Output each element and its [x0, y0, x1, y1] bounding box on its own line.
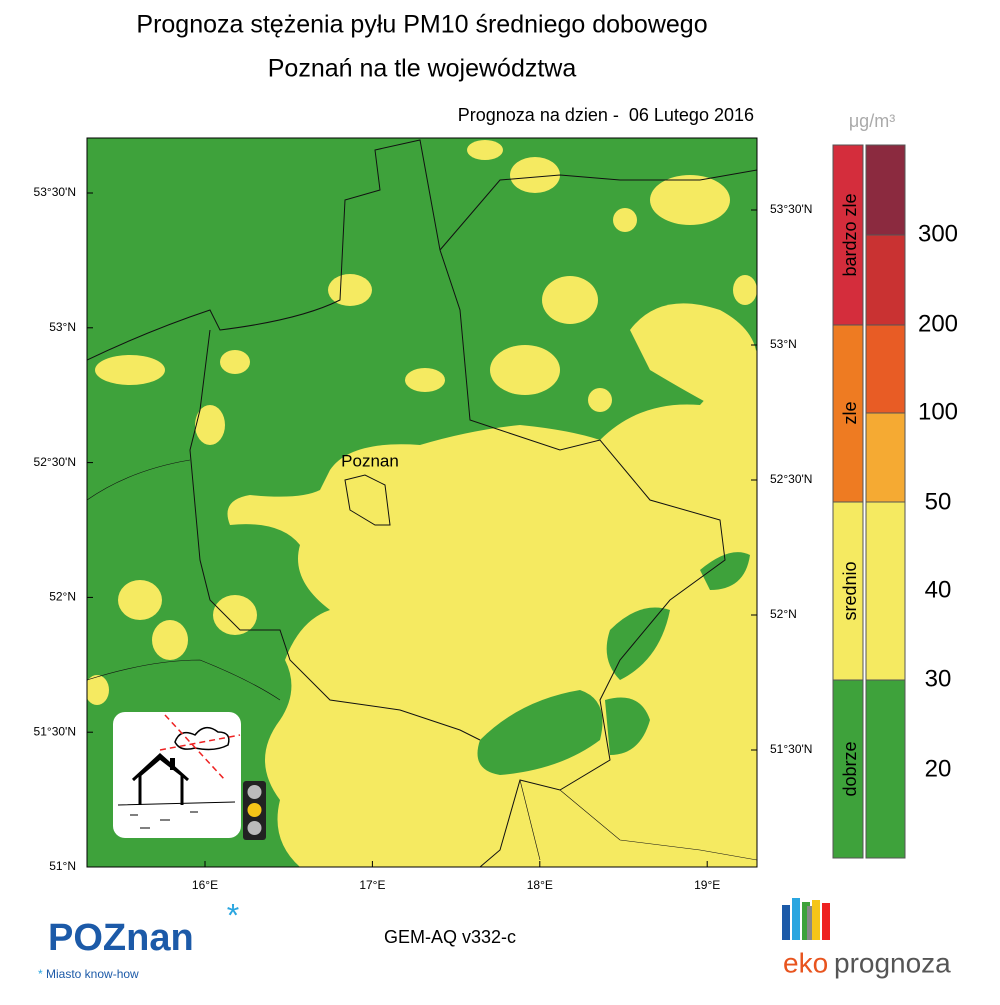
poznan-logo-text: POZnan — [48, 917, 194, 959]
legend-band — [832, 144, 864, 326]
legend: bardzo zle zle srednio dobrze 300 200 100 50 40 3… — [832, 144, 958, 859]
subtitle: Poznań na tle województwa — [268, 55, 577, 83]
ekoprognoza-logo: eko prognoza — [782, 898, 951, 978]
legend-band — [832, 324, 864, 503]
legend-category: bardzo zle — [840, 193, 860, 276]
svg-text:*: * — [227, 897, 239, 933]
lat-label: 53°N — [49, 320, 76, 334]
lat-label: 52°30'N — [34, 455, 76, 469]
legend-level: 300 — [918, 220, 958, 247]
lat-label: 52°N — [49, 590, 76, 604]
legend-level: 200 — [918, 310, 958, 337]
legend-category: zle — [840, 401, 860, 424]
legend-band — [865, 501, 906, 681]
air-quality-icon — [113, 712, 266, 840]
city-label: Poznan — [341, 451, 399, 470]
eko-text: eko — [783, 947, 828, 978]
legend-band — [865, 324, 906, 414]
legend-level: 40 — [925, 576, 952, 603]
poznan-tagline: Miasto know-how — [46, 967, 139, 981]
model-label: GEM-AQ v332-c — [384, 927, 516, 947]
legend-category: srednio — [840, 561, 860, 620]
lat-label: 51°30'N — [34, 724, 76, 738]
legend-level: 50 — [925, 488, 952, 515]
map: Poznan 53°30'N 53°N 52°30'N 52°N 51°30'N 51°N… — [34, 137, 812, 892]
legend-band — [865, 412, 906, 503]
lat-label: 53°N — [770, 337, 797, 351]
unit: μg/m³ — [849, 111, 895, 131]
legend-band — [865, 234, 906, 326]
legend-band — [832, 679, 864, 859]
lat-label: 52°30'N — [770, 472, 812, 486]
lat-label: 53°30'N — [34, 185, 76, 199]
legend-band — [865, 679, 906, 859]
legend-category: dobrze — [840, 741, 860, 796]
lat-label: 51°30'N — [770, 742, 812, 756]
prognoza-text: prognoza — [834, 947, 951, 978]
date-label: Prognoza na dzien - 06 Lutego 2016 — [458, 105, 754, 125]
legend-level: 30 — [925, 665, 952, 692]
lon-label: 16°E — [192, 878, 218, 892]
lon-label: 19°E — [694, 878, 720, 892]
lat-label: 51°N — [49, 859, 76, 873]
title: Prognoza stężenia pyłu PM10 średniego do… — [136, 11, 707, 39]
legend-band — [865, 144, 906, 236]
lat-label: 52°N — [770, 607, 797, 621]
svg-text:*: * — [38, 967, 43, 981]
legend-level: 20 — [925, 755, 952, 782]
poznan-logo: POZnan * * Miasto know-how — [38, 897, 239, 981]
lat-label: 53°30'N — [770, 202, 812, 216]
lon-label: 18°E — [527, 878, 553, 892]
legend-level: 100 — [918, 398, 958, 425]
lon-label: 17°E — [359, 878, 385, 892]
